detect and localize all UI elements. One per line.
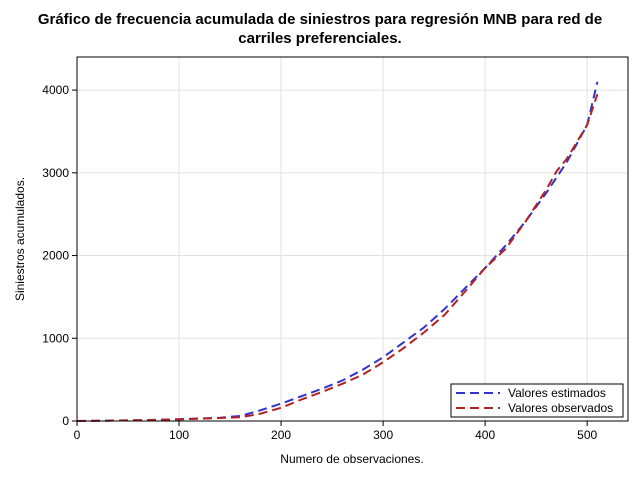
- x-tick-label-500: 500: [577, 428, 597, 442]
- legend-box: [450, 383, 624, 418]
- y-tick-label-2000: 2000: [42, 249, 69, 263]
- legend-label-estimados: Valores estimados: [508, 386, 606, 400]
- grid: [77, 57, 628, 421]
- y-tick-label-4000: 4000: [42, 83, 69, 97]
- x-tick-label-200: 200: [271, 428, 291, 442]
- x-tick-label-300: 300: [373, 428, 393, 442]
- y-tick-label-1000: 1000: [42, 331, 69, 345]
- y-axis: 0 1000 2000 3000 4000: [42, 83, 77, 428]
- legend-label-observados: Valores observados: [508, 401, 613, 415]
- chart-title-line-1: Gráfico de frecuencia acumulada de sinie…: [38, 11, 602, 28]
- plot-frame: [76, 56, 629, 422]
- y-axis-label: Siniestros acumulados.: [13, 177, 27, 301]
- x-tick-label-0: 0: [74, 428, 81, 442]
- legend: Valores estimados Valores observados: [450, 383, 624, 418]
- series-line-estimados: [76, 81, 599, 422]
- x-tick-label-100: 100: [169, 428, 189, 442]
- chart-title-line-2: carriles preferenciales.: [238, 30, 401, 47]
- y-tick-label-3000: 3000: [42, 166, 69, 180]
- x-axis-label: Numero de observaciones.: [280, 452, 423, 466]
- y-tick-label-0: 0: [62, 414, 69, 428]
- x-axis: 0 100 200 300 400 500: [74, 421, 598, 442]
- series-layer: [76, 81, 599, 422]
- series-line-observados: [76, 93, 599, 422]
- x-tick-label-400: 400: [475, 428, 495, 442]
